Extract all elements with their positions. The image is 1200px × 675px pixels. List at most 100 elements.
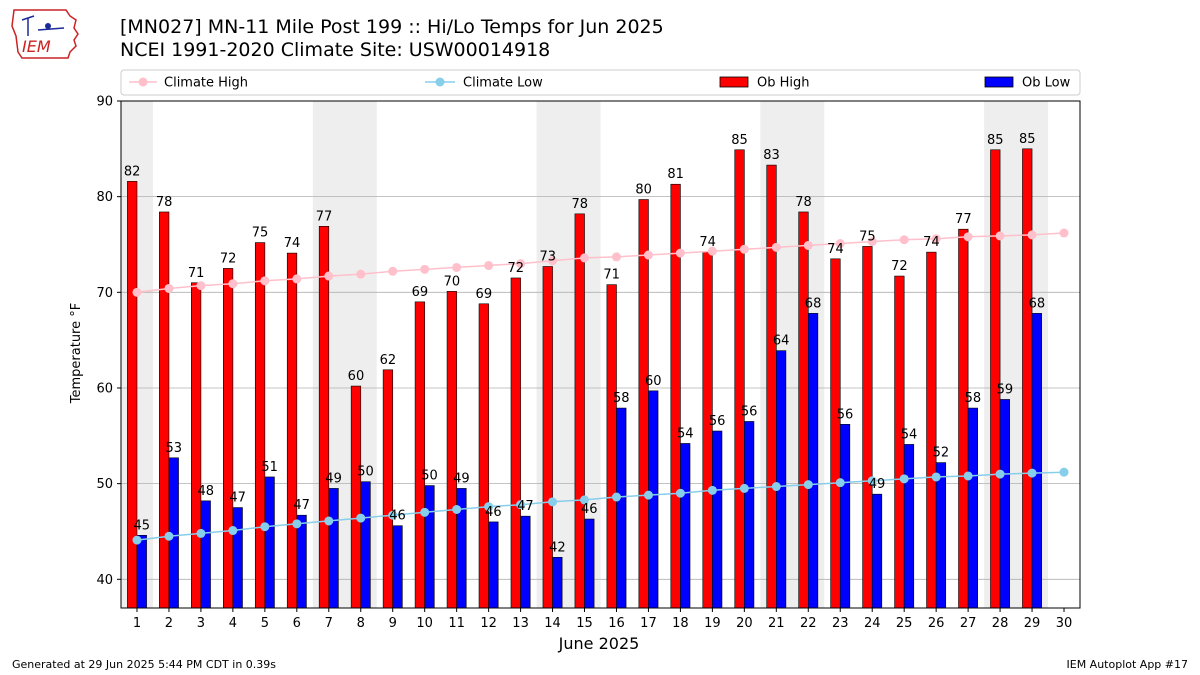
legend-ob-low-label: Ob Low	[1022, 76, 1071, 91]
ob-low-label-day-6: 47	[293, 498, 310, 513]
climate-high-point-day-12	[484, 261, 494, 271]
ob-low-bar-day-20	[744, 421, 755, 609]
ob-high-bar-day-2	[159, 211, 170, 609]
climate-low-point-day-8	[356, 513, 366, 523]
ob-high-label-day-18: 81	[667, 167, 684, 182]
ob-high-bar-day-5	[254, 242, 266, 609]
x-tick-label-9: 9	[389, 616, 397, 631]
climate-low-point-day-29	[1027, 468, 1037, 478]
climate-high-point-day-11	[452, 262, 462, 272]
ob-high-bar-day-12	[478, 303, 489, 609]
climate-low-point-day-4	[228, 526, 238, 536]
ob-low-bar-day-12	[488, 521, 499, 609]
ob-low-label-day-26: 52	[933, 446, 950, 461]
x-tick-label-25: 25	[896, 616, 913, 631]
ob-high-bar-day-8	[350, 385, 362, 609]
climate-high-point-day-30	[1059, 228, 1069, 238]
ob-high-bar-day-11	[446, 291, 457, 609]
climate-high-point-day-17	[643, 250, 653, 260]
ob-high-bar-day-27	[958, 228, 969, 609]
y-tick-label-80: 80	[96, 190, 113, 205]
x-tick-label-5: 5	[261, 616, 269, 631]
ob-low-label-day-29: 68	[1029, 296, 1046, 311]
ob-low-label-day-14: 42	[549, 540, 566, 555]
ob-low-label-day-20: 56	[741, 404, 758, 419]
climate-lines	[132, 228, 1069, 545]
climate-high-point-day-29	[1027, 230, 1037, 240]
ob-low-label-day-2: 53	[165, 441, 182, 456]
ob-high-label-day-14: 73	[539, 249, 556, 264]
legend-ob-high-swatch	[719, 76, 749, 88]
x-tick-label-30: 30	[1056, 616, 1073, 631]
ob-low-label-day-19: 56	[709, 414, 726, 429]
ob-low-bar-day-10	[424, 485, 435, 609]
x-axis-label: June 2025	[558, 634, 640, 653]
legend-climate-high-marker	[138, 77, 148, 87]
climate-low-point-day-1	[132, 535, 142, 545]
ob-low-label-day-28: 59	[997, 382, 1014, 397]
ob-low-label-day-17: 60	[645, 374, 662, 389]
ob-high-label-day-25: 72	[891, 259, 908, 274]
legend-climate-high-label: Climate High	[164, 76, 248, 91]
climate-high-point-day-23	[835, 239, 845, 249]
climate-low-point-day-7	[324, 516, 334, 526]
x-tick-label-26: 26	[928, 616, 945, 631]
legend-ob-low-swatch	[984, 76, 1014, 88]
ob-high-label-day-26: 74	[923, 235, 940, 250]
ob-low-label-day-9: 46	[389, 509, 406, 524]
ob-low-bar-day-28	[999, 399, 1010, 609]
chart-subtitle: NCEI 1991-2020 Climate Site: USW00014918	[120, 39, 551, 61]
ob-low-bar-day-6	[296, 514, 307, 609]
ob-low-label-day-15: 46	[581, 502, 598, 517]
ob-high-bar-day-19	[702, 251, 713, 609]
ob-low-bar-day-17	[648, 390, 659, 609]
y-axis-label: Temperature °F	[69, 303, 84, 404]
ob-low-label-day-8: 50	[357, 465, 374, 480]
chart-title: [MN027] MN-11 Mile Post 199 :: Hi/Lo Tem…	[120, 16, 664, 38]
climate-low-point-day-26	[931, 472, 941, 482]
ob-low-bar-day-24	[871, 493, 883, 609]
ob-low-label-day-7: 49	[325, 471, 342, 486]
x-tick-label-2: 2	[165, 616, 173, 631]
ob-high-bar-day-23	[830, 258, 841, 609]
ob-low-label-day-4: 47	[229, 491, 246, 506]
x-tick-label-28: 28	[992, 616, 1009, 631]
ob-low-bar-day-13	[520, 515, 531, 609]
climate-low-point-day-16	[611, 492, 621, 502]
climate-high-point-day-22	[803, 240, 813, 250]
ob-low-bar-day-22	[807, 313, 819, 609]
x-tick-label-23: 23	[832, 616, 849, 631]
bar-labels: 82 78 71 72 75 74 77 60 62 69 70 69 72 73 78 71 80 81 74 85…	[124, 132, 1045, 555]
x-tick-label-20: 20	[736, 616, 753, 631]
ob-high-label-day-7: 77	[316, 209, 333, 224]
ob-high-bar-day-22	[798, 211, 809, 609]
x-tick-label-13: 13	[512, 616, 529, 631]
ob-high-label-day-5: 75	[252, 226, 269, 241]
climate-low-point-day-13	[516, 500, 526, 510]
climate-low-point-day-19	[707, 485, 717, 495]
ob-low-label-day-13: 47	[517, 499, 534, 514]
x-tick-label-10: 10	[416, 616, 433, 631]
ob-high-label-day-16: 71	[603, 268, 620, 283]
climate-high-point-day-27	[963, 232, 973, 242]
ob-high-bar-day-26	[926, 251, 937, 609]
logo-text: IEM	[22, 37, 51, 56]
x-tick-label-12: 12	[480, 616, 497, 631]
climate-high-point-day-19	[707, 246, 717, 256]
ob-low-bar-day-26	[935, 462, 947, 609]
y-tick-label-90: 90	[96, 95, 113, 110]
ob-high-label-day-12: 69	[476, 287, 493, 302]
app-credit: IEM Autoplot App #17	[1066, 658, 1189, 671]
ob-low-label-day-12: 46	[485, 505, 502, 520]
ob-high-label-day-15: 78	[571, 197, 588, 212]
ob-low-bar-day-19	[712, 430, 723, 609]
climate-low-point-day-28	[995, 469, 1005, 479]
climate-low-point-day-18	[675, 488, 685, 498]
x-tick-label-17: 17	[640, 616, 657, 631]
ob-low-bar-day-27	[967, 407, 979, 609]
ob-low-label-day-24: 49	[869, 477, 886, 492]
ob-low-label-day-27: 58	[965, 391, 982, 406]
ob-high-bar-day-10	[414, 301, 425, 609]
ob-high-bar-day-29	[1022, 148, 1033, 609]
